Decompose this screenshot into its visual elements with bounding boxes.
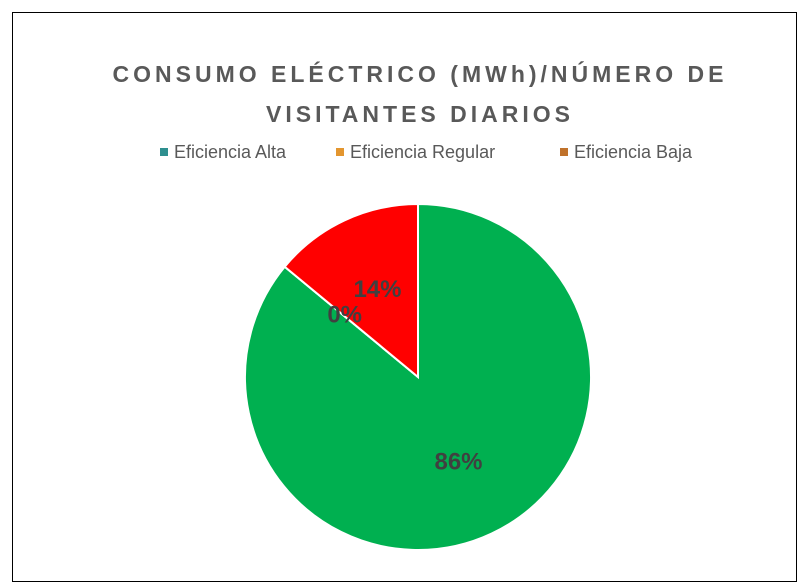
data-label: 14%	[353, 276, 401, 303]
legend-swatch	[336, 148, 344, 156]
legend-label: Eficiencia Alta	[174, 142, 287, 162]
legend-swatch	[560, 148, 568, 156]
legend-swatch	[160, 148, 168, 156]
data-label: 0%	[327, 302, 362, 329]
pie-slice	[283, 202, 419, 380]
legend-label: Eficiencia Baja	[574, 142, 693, 162]
data-label: 86%	[434, 448, 482, 475]
legend-label: Eficiencia Regular	[350, 142, 495, 162]
chart-title: CONSUMO ELÉCTRICO (MWh)/NÚMERO DE VISITA…	[112, 61, 728, 127]
